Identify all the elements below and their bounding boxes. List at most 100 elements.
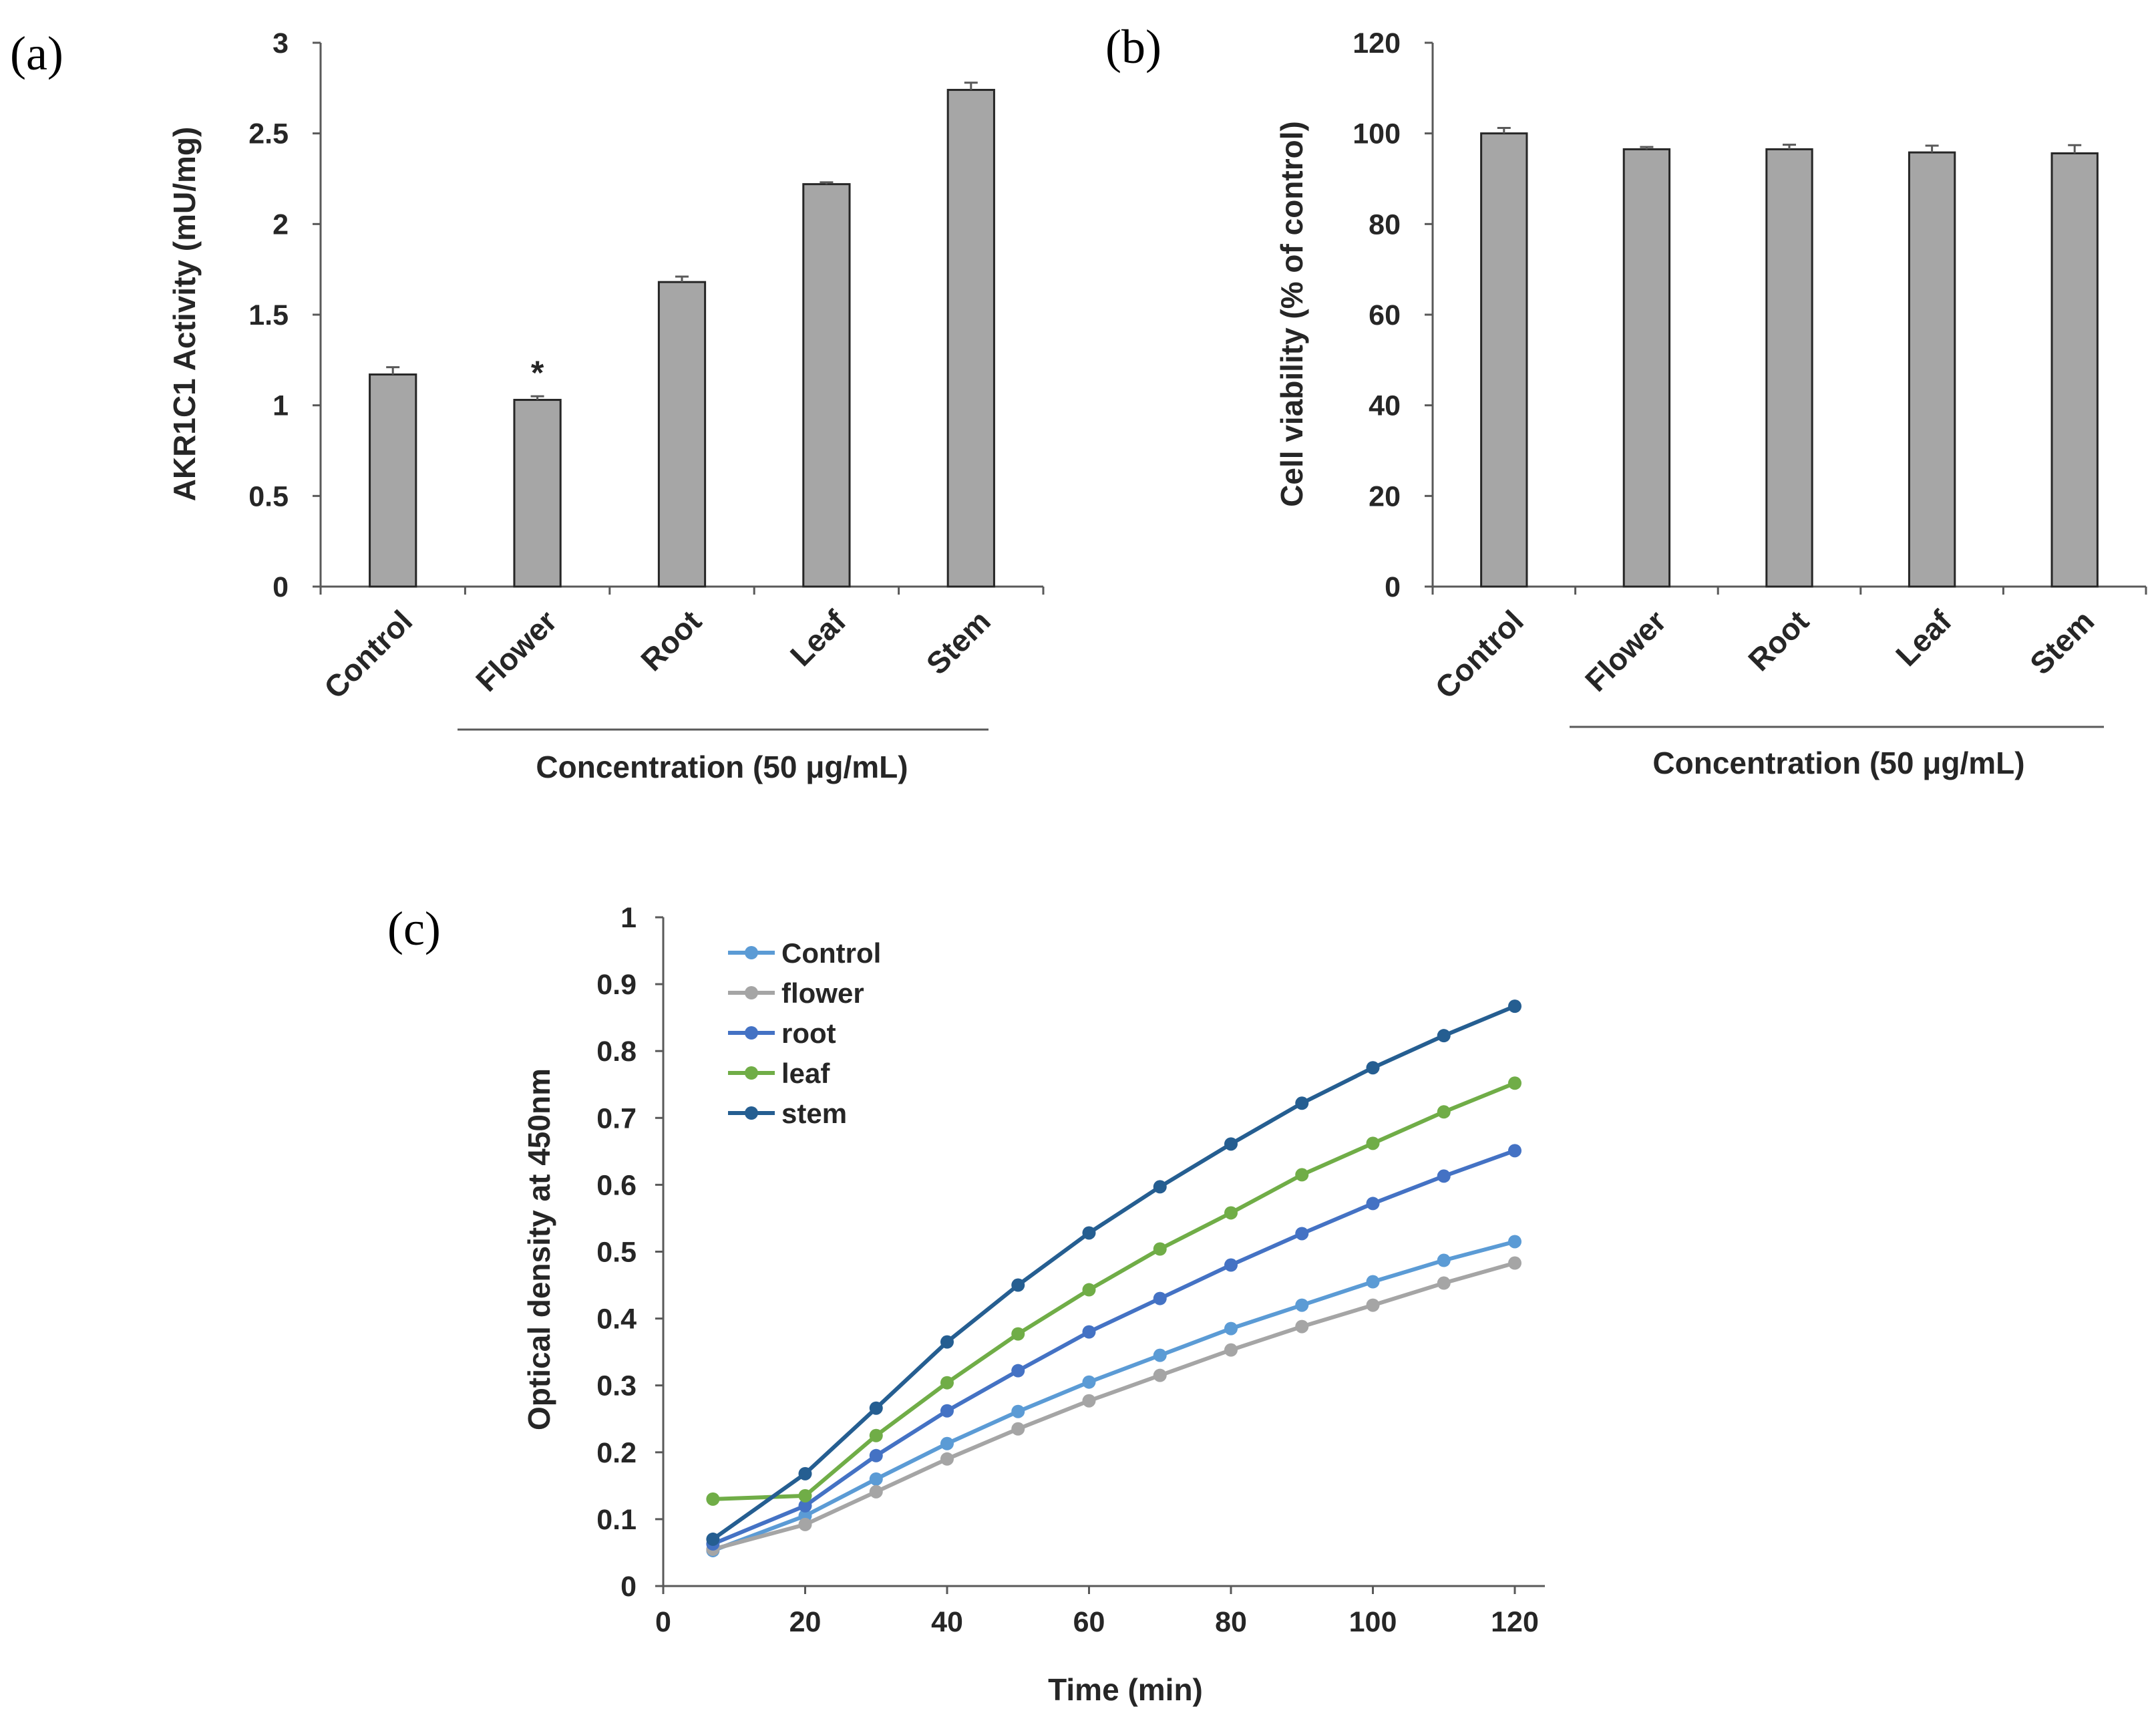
panel-a-y-tick-label: 2 xyxy=(273,208,289,241)
panel-c-data-point-stem xyxy=(1508,999,1521,1013)
panel-a-y-tick-label: 0 xyxy=(273,571,289,603)
panel-c-series-line-control xyxy=(712,1239,1515,1553)
panel-c-data-point-flower xyxy=(798,1517,812,1531)
panel-a-plot-area: 0 0.5 1 1.5 2 2.5 3 Control Flower Root Leaf Stem * xyxy=(248,27,1045,706)
panel-c-data-point-control xyxy=(940,1436,954,1450)
panel-c-data-point-control xyxy=(1295,1298,1309,1312)
panel-b-bar-chart: (b) Cell viability (% of control) Concen… xyxy=(1105,20,2147,780)
panel-c-data-point-stem xyxy=(1011,1278,1025,1292)
panel-c-data-point-root xyxy=(1082,1325,1096,1339)
panel-b-bar xyxy=(1622,148,1671,588)
panel-b-y-tick-label: 100 xyxy=(1353,118,1401,150)
panel-b-category-label: Flower xyxy=(1578,603,1673,698)
panel-c-data-point-control xyxy=(1153,1348,1167,1362)
panel-c-data-point-flower xyxy=(1366,1298,1380,1312)
panel-a-y-tick-label: 2.5 xyxy=(248,118,289,150)
panel-c-data-point-stem xyxy=(940,1335,954,1349)
panel-b-bar xyxy=(1765,148,1813,588)
panel-c-data-point-control xyxy=(1082,1375,1096,1389)
panel-b-y-tick-label: 20 xyxy=(1369,480,1401,512)
panel-b-bar xyxy=(1908,151,1956,588)
panel-c-data-point-leaf xyxy=(1295,1168,1309,1182)
panel-c-plot-area: 0 0.1 0.2 0.3 0.4 0.5 0.6 0.7 0.8 0.9 1 0 20 40 60 80 10… xyxy=(596,902,1545,1638)
panel-c-data-point-control xyxy=(869,1472,883,1486)
panel-a-bar xyxy=(802,183,851,588)
panel-c-data-point-leaf xyxy=(869,1428,883,1442)
panel-c-data-point-root xyxy=(1295,1227,1309,1241)
panel-c-data-point-root xyxy=(869,1448,883,1462)
panel-c-x-tick-label: 0 xyxy=(655,1606,671,1638)
panel-c-label: (c) xyxy=(387,902,441,955)
panel-c-y-tick-label: 0.5 xyxy=(596,1237,637,1269)
panel-c-data-point-stem xyxy=(1153,1180,1167,1194)
panel-c-data-point-flower xyxy=(1437,1276,1451,1290)
panel-c-legend: Control flower root leaf stem xyxy=(728,937,881,1129)
panel-c-legend-marker-control xyxy=(745,946,758,959)
panel-b-y-tick-label: 60 xyxy=(1369,299,1401,331)
panel-c-data-point-leaf xyxy=(706,1492,720,1506)
panel-c-line-chart: (c) Optical density at 450nm Time (min) … xyxy=(387,902,1545,1707)
panel-c-data-point-leaf xyxy=(1366,1136,1380,1150)
panel-c-x-tick-label: 20 xyxy=(789,1606,822,1638)
panel-c-series-line-flower xyxy=(712,1261,1515,1551)
panel-c-data-point-flower xyxy=(869,1484,883,1499)
panel-a-category-label: Leaf xyxy=(783,603,853,673)
panel-b-bar xyxy=(2050,152,2099,588)
panel-c-y-tick-label: 0.6 xyxy=(596,1169,637,1201)
panel-c-y-tick-label: 0.4 xyxy=(596,1303,637,1336)
panel-c-data-point-leaf xyxy=(1508,1076,1521,1090)
panel-c-data-point-root xyxy=(1508,1144,1521,1158)
panel-a-category-label: Flower xyxy=(469,603,564,698)
panel-c-data-point-root xyxy=(1437,1169,1451,1183)
panel-c-y-tick-label: 0.7 xyxy=(596,1102,637,1134)
panel-b-x-axis-title: Concentration (50 μg/mL) xyxy=(1652,746,2024,780)
panel-c-data-point-flower xyxy=(1508,1256,1521,1270)
panel-c-data-point-stem xyxy=(1437,1029,1451,1043)
panel-c-data-point-root xyxy=(1366,1197,1380,1211)
panel-c-data-point-flower xyxy=(1153,1368,1167,1382)
panel-c-y-tick-label: 0.9 xyxy=(596,969,637,1001)
panel-c-y-tick-label: 0 xyxy=(620,1571,637,1603)
panel-c-data-point-stem xyxy=(1295,1096,1309,1110)
panel-a-category-label: Control xyxy=(317,603,419,705)
panel-a-category-label: Stem xyxy=(920,603,997,681)
panel-c-y-tick-label: 0.1 xyxy=(596,1504,637,1536)
panel-b-category-label: Root xyxy=(1741,603,1815,677)
panel-b-bar xyxy=(1480,132,1528,588)
panel-a-bar xyxy=(657,281,707,588)
panel-c-y-tick-label: 0.8 xyxy=(596,1036,637,1068)
panel-a-bar-chart: (a) AKR1C1 Activity (mU/mg) Concentratio… xyxy=(10,27,1045,784)
panel-c-data-point-root xyxy=(1224,1258,1238,1272)
panel-b-y-tick-label: 40 xyxy=(1369,390,1401,422)
panel-c-data-point-leaf xyxy=(940,1376,954,1390)
panel-c-data-point-leaf xyxy=(1224,1206,1238,1220)
panel-a-label: (a) xyxy=(10,27,63,80)
panel-c-x-tick-label: 40 xyxy=(931,1606,963,1638)
panel-c-data-point-leaf xyxy=(798,1489,812,1503)
panel-c-legend-label-stem: stem xyxy=(781,1098,847,1129)
panel-c-data-point-control xyxy=(1224,1321,1238,1336)
panel-a-significance-mark: * xyxy=(531,354,544,392)
panel-c-data-point-flower xyxy=(1295,1319,1309,1334)
panel-c-legend-label-root: root xyxy=(781,1018,836,1049)
panel-c-x-tick-label: 60 xyxy=(1073,1606,1105,1638)
panel-c-y-tick-label: 1 xyxy=(620,902,637,934)
panel-c-series-line-stem xyxy=(711,1004,1516,1541)
panel-b-y-tick-label: 0 xyxy=(1385,571,1401,603)
panel-a-y-axis-title: AKR1C1 Activity (mU/mg) xyxy=(167,127,202,502)
panel-c-data-point-flower xyxy=(1224,1343,1238,1357)
panel-c-data-point-stem xyxy=(1082,1226,1096,1240)
panel-c-data-point-stem xyxy=(798,1466,812,1480)
panel-c-data-point-stem xyxy=(706,1532,720,1546)
panel-c-data-point-leaf xyxy=(1153,1242,1167,1256)
panel-c-data-point-root xyxy=(1153,1291,1167,1305)
panel-c-data-point-root xyxy=(1011,1364,1025,1378)
panel-c-legend-label-control: Control xyxy=(781,937,881,969)
panel-c-y-tick-label: 0.3 xyxy=(596,1370,637,1402)
panel-c-legend-marker-flower xyxy=(745,986,758,999)
panel-c-data-point-flower xyxy=(1011,1422,1025,1436)
panel-a-y-tick-label: 0.5 xyxy=(248,480,289,512)
panel-b-plot-area: 0 20 40 60 80 100 120 Control Flower Root Leaf Stem xyxy=(1353,27,2147,706)
panel-c-data-point-control xyxy=(1011,1404,1025,1418)
